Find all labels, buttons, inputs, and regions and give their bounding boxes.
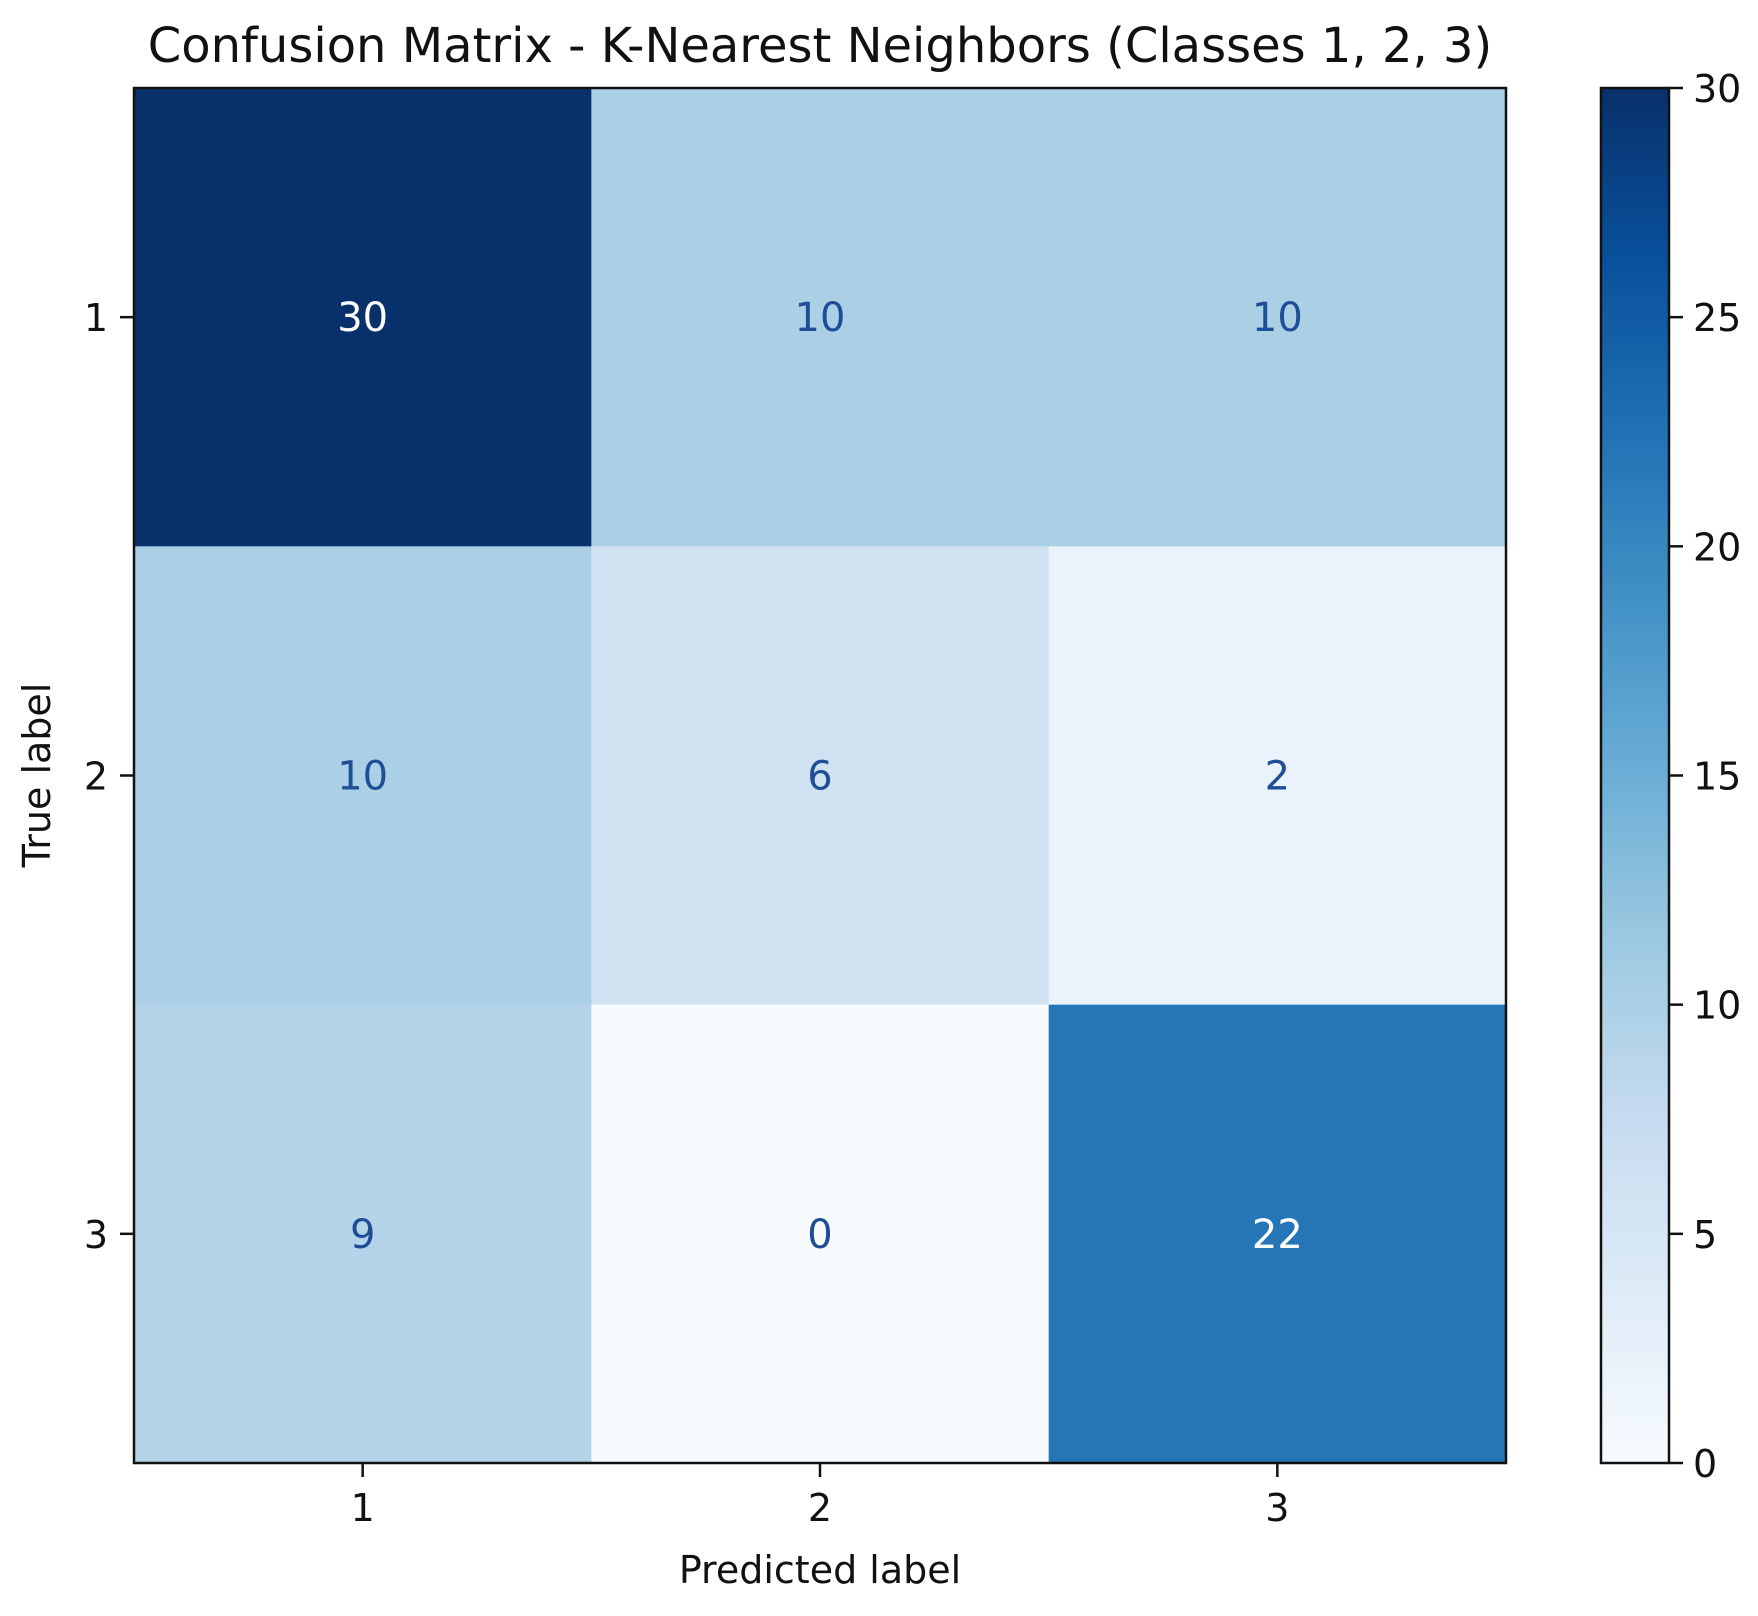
heatmap-cells: 30 10 10 10 6 2 9 0 22 <box>134 88 1507 1464</box>
cell-value-label: 2 <box>1265 754 1290 800</box>
cell-value-label: 10 <box>1252 295 1303 341</box>
colorbar-ticks: 0 5 10 15 20 25 30 <box>1669 67 1741 1486</box>
cell-value-label: 22 <box>1252 1212 1303 1258</box>
matrix-cell <box>134 88 592 547</box>
cell-value-label: 10 <box>795 295 846 341</box>
cell-value-label: 10 <box>337 754 388 800</box>
matrix-cell <box>591 1004 1050 1464</box>
x-axis-label: Predicted label <box>679 1548 961 1592</box>
colorbar-tick-label: 15 <box>1693 755 1741 799</box>
colorbar-tick-label: 5 <box>1693 1213 1717 1257</box>
y-axis-label: True label <box>15 683 59 869</box>
x-axis-ticks: 1 2 3 <box>351 1463 1289 1530</box>
y-tick-label: 1 <box>84 296 108 340</box>
colorbar-tick-label: 20 <box>1693 525 1741 569</box>
colorbar-tick-label: 30 <box>1693 67 1741 111</box>
matrix-cell <box>1048 546 1507 1006</box>
colorbar-tick-label: 10 <box>1693 984 1741 1028</box>
y-axis-ticks: 1 2 3 <box>84 296 134 1257</box>
matrix-cell <box>1048 1004 1507 1464</box>
colorbar-tick-label: 0 <box>1693 1442 1717 1486</box>
y-tick-label: 2 <box>84 755 108 799</box>
cell-value-label: 6 <box>807 754 832 800</box>
colorbar <box>1599 86 1671 1465</box>
x-tick-label: 3 <box>1265 1486 1289 1530</box>
x-tick-label: 1 <box>351 1486 375 1530</box>
matrix-cell <box>591 546 1050 1006</box>
cell-value-label: 9 <box>350 1212 375 1258</box>
cell-value-label: 30 <box>337 295 388 341</box>
colorbar-tick-label: 25 <box>1693 296 1741 340</box>
x-tick-label: 2 <box>808 1486 832 1530</box>
cell-value-label: 0 <box>807 1212 832 1258</box>
matrix-cell <box>134 1004 592 1464</box>
matrix-cell <box>134 546 592 1006</box>
matrix-cell <box>1048 88 1507 547</box>
matrix-cell <box>591 88 1050 547</box>
y-tick-label: 3 <box>84 1213 108 1257</box>
chart-title: Confusion Matrix - K-Nearest Neighbors (… <box>148 18 1493 74</box>
